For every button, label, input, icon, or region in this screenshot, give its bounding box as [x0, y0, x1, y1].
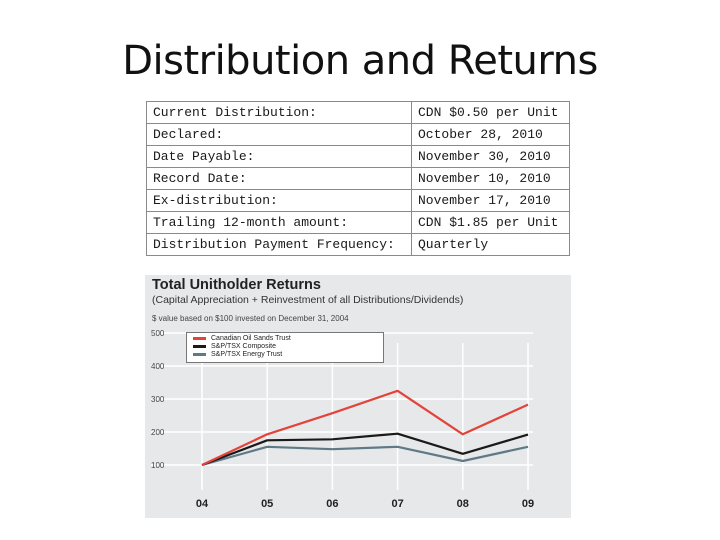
slide-title: Distribution and Returns: [122, 38, 598, 84]
table-row: Ex-distribution: November 17, 2010: [146, 189, 570, 212]
series-line: [201, 432, 529, 467]
y-tick-label: 200: [151, 428, 165, 437]
row-label: Trailing 12-month amount:: [146, 211, 412, 234]
table-row: Declared: October 28, 2010: [146, 123, 570, 146]
x-tick-label: 04: [196, 498, 209, 510]
row-value: CDN $0.50 per Unit: [411, 101, 570, 124]
series-line: [201, 445, 529, 467]
row-label: Ex-distribution:: [146, 189, 412, 212]
legend-label: S&P/TSX Composite: [211, 343, 276, 350]
returns-chart: 100 200 300 400 500 04 05 06 07 08 09 Total Unitho…: [145, 275, 571, 518]
row-label: Current Distribution:: [146, 101, 412, 124]
x-tick-label: 07: [391, 498, 403, 510]
distribution-table: Current Distribution: CDN $0.50 per Unit…: [146, 101, 570, 256]
table-row: Record Date: November 10, 2010: [146, 167, 570, 190]
y-tick-label: 100: [151, 461, 165, 470]
x-tick-label: 06: [326, 498, 338, 510]
legend-item: Canadian Oil Sands Trust: [193, 335, 291, 343]
row-label: Date Payable:: [146, 145, 412, 168]
chart-plot: 100 200 300 400 500 04 05 06 07 08 09: [151, 329, 534, 510]
chart-title: Total Unitholder Returns: [152, 277, 321, 293]
row-value: Quarterly: [411, 233, 570, 256]
legend-item: S&P/TSX Composite: [193, 343, 276, 351]
row-value: CDN $1.85 per Unit: [411, 211, 570, 234]
series-line: [201, 389, 529, 466]
table-row: Current Distribution: CDN $0.50 per Unit: [146, 101, 570, 124]
chart-legend: Canadian Oil Sands Trust S&P/TSX Composi…: [186, 332, 384, 363]
row-label: Record Date:: [146, 167, 412, 190]
row-label: Distribution Payment Frequency:: [146, 233, 412, 256]
row-label: Declared:: [146, 123, 412, 146]
y-tick-label: 300: [151, 395, 165, 404]
x-tick-label: 09: [522, 498, 534, 510]
legend-item: S&P/TSX Energy Trust: [193, 351, 282, 359]
x-tick-label: 08: [457, 498, 469, 510]
row-value: November 10, 2010: [411, 167, 570, 190]
row-value: October 28, 2010: [411, 123, 570, 146]
x-tick-label: 05: [261, 498, 273, 510]
table-row: Distribution Payment Frequency: Quarterl…: [146, 233, 570, 256]
row-value: November 17, 2010: [411, 189, 570, 212]
legend-label: S&P/TSX Energy Trust: [211, 351, 283, 358]
table-row: Trailing 12-month amount: CDN $1.85 per …: [146, 211, 570, 234]
legend-swatch: [193, 352, 206, 356]
y-tick-label: 500: [151, 329, 165, 338]
row-value: November 30, 2010: [411, 145, 570, 168]
legend-label: Canadian Oil Sands Trust: [211, 335, 291, 342]
chart-note: $ value based on $100 invested on Decemb…: [152, 314, 349, 323]
chart-subtitle: (Capital Appreciation + Reinvestment of …: [152, 294, 464, 306]
table-row: Date Payable: November 30, 2010: [146, 145, 570, 168]
legend-swatch: [193, 344, 206, 348]
legend-swatch: [193, 336, 206, 340]
y-tick-label: 400: [151, 362, 165, 371]
